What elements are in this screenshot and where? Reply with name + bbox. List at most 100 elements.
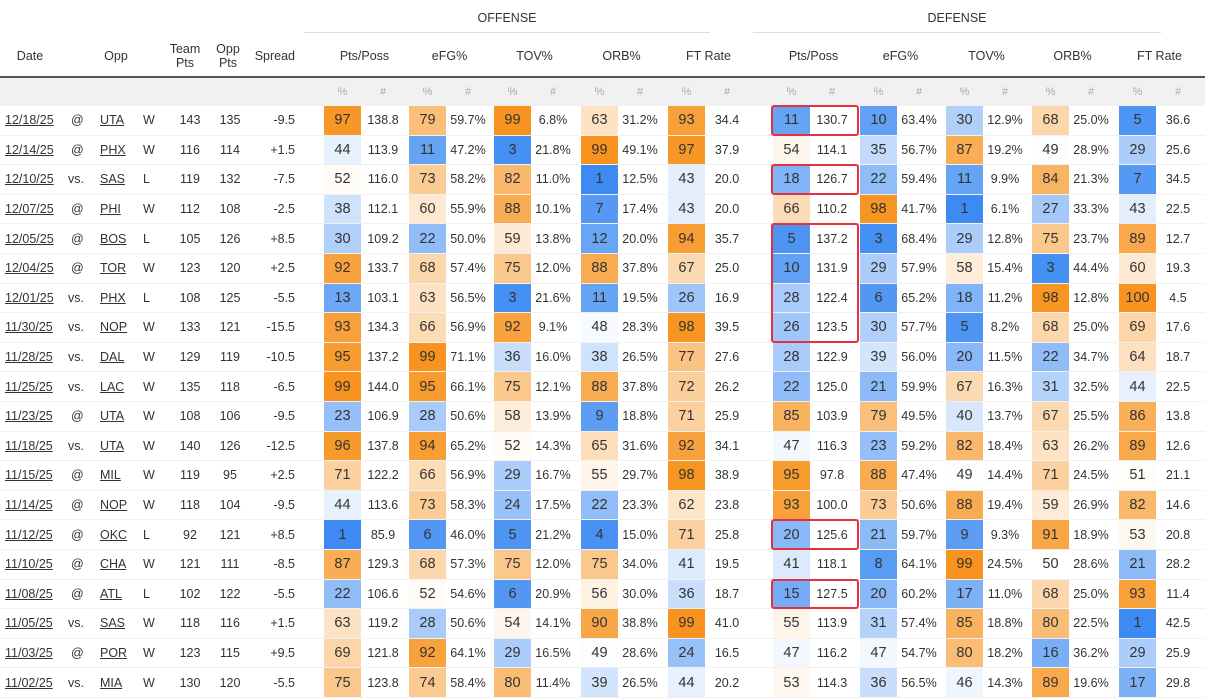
defense-orb-value: 19.6% (1073, 675, 1109, 690)
opponent-link[interactable]: CHA (100, 557, 127, 572)
game-date-link[interactable]: 11/15/25 (5, 468, 53, 483)
column-header-opp-pts[interactable]: Opp Pts (216, 42, 240, 70)
team-points: 123 (179, 646, 201, 661)
column-header-offense-ft-rate[interactable]: FT Rate (686, 49, 731, 63)
offense-tov-percentile: 99 (494, 106, 531, 135)
game-date-link[interactable]: 11/25/25 (5, 379, 53, 394)
table-row: 11/30/25 vs. NOP W 133 121 -15.5 93 134.3 66 56.9%… (0, 313, 1205, 343)
defense-tov-value: 12.9% (987, 113, 1023, 128)
game-date-link[interactable]: 11/08/25 (5, 586, 53, 601)
game-date-link[interactable]: 11/02/25 (5, 675, 53, 690)
offense-ft-rate-value: 25.9 (714, 409, 740, 424)
column-header-date[interactable]: Date (16, 49, 44, 63)
offense-pts-poss-percentile: 95 (324, 342, 361, 372)
game-date-link[interactable]: 12/18/25 (5, 113, 54, 128)
defense-ft-rate-percentile-label: % (1132, 86, 1143, 98)
game-date-link[interactable]: 12/14/25 (5, 142, 54, 157)
offense-tov-value: 21.6% (535, 290, 571, 305)
offense-orb-value: 37.8% (622, 261, 658, 276)
team-points: 118 (180, 616, 200, 631)
opponent-link[interactable]: TOR (100, 261, 127, 276)
game-date-link[interactable]: 11/28/25 (5, 350, 53, 365)
venue: @ (71, 468, 84, 483)
offense-pts-poss-value-label: # (379, 86, 387, 98)
header-rule (0, 76, 1205, 78)
spread: -8.5 (273, 557, 295, 572)
offense-orb-value: 26.5% (622, 350, 658, 365)
defense-efg-value: 59.2% (901, 438, 937, 453)
game-date-link[interactable]: 11/10/25 (5, 557, 53, 572)
opponent-link[interactable]: PHX (100, 142, 126, 157)
opponent-link[interactable]: LAC (100, 379, 125, 394)
column-header-offense-orb[interactable]: ORB% (602, 49, 641, 63)
game-date-link[interactable]: 12/05/25 (5, 231, 54, 246)
defense-orb-value: 25.0% (1073, 113, 1109, 128)
opponent-link[interactable]: SAS (100, 616, 126, 631)
offense-tov-value: 6.8% (538, 113, 568, 128)
table-row: 12/14/25 @ PHX W 116 114 +1.5 44 113.9 11 47.2% 3 21… (0, 135, 1205, 166)
opponent-link[interactable]: BOS (100, 231, 127, 246)
game-date-link[interactable]: 11/05/25 (5, 616, 53, 631)
opponent-link[interactable]: NOP (100, 498, 128, 513)
column-header-opp[interactable]: Opp (104, 49, 128, 63)
column-header-defense-orb[interactable]: ORB% (1053, 49, 1092, 63)
game-date-link[interactable]: 12/01/25 (5, 290, 54, 305)
opponent-link[interactable]: ATL (100, 586, 122, 601)
column-header-offense-tov[interactable]: TOV% (516, 49, 553, 63)
venue: vs. (68, 172, 84, 187)
defense-orb-percentile: 50 (1032, 550, 1069, 579)
column-header-offense-pts-poss[interactable]: Pts/Poss (339, 49, 390, 63)
defense-orb-percentile: 80 (1032, 609, 1069, 638)
defense-efg-percentile: 3 (860, 224, 897, 253)
column-header-defense-tov[interactable]: TOV% (968, 49, 1005, 63)
offense-tov-value-label: # (549, 86, 557, 98)
opponent-link[interactable]: PHX (100, 290, 126, 305)
defense-tov-value: 19.2% (987, 142, 1023, 157)
column-header-team-pts[interactable]: Team Pts (169, 42, 201, 70)
defense-tov-value: 6.1% (990, 202, 1020, 217)
offense-tov-percentile: 6 (494, 579, 531, 609)
game-date-link[interactable]: 11/03/25 (5, 646, 53, 661)
offense-efg-value: 50.0% (450, 231, 486, 246)
opponent-points: 132 (219, 172, 241, 187)
opponent-link[interactable]: UTA (100, 438, 125, 453)
opponent-link[interactable]: PHI (100, 202, 121, 217)
defense-pts-poss-value-label: # (828, 86, 836, 98)
column-header-offense-efg[interactable]: eFG% (431, 49, 468, 63)
opponent-link[interactable]: OKC (100, 527, 128, 542)
opponent-link[interactable]: DAL (100, 350, 125, 365)
game-date-link[interactable]: 11/23/25 (5, 409, 53, 424)
game-date-link[interactable]: 12/10/25 (5, 172, 54, 187)
game-date-link[interactable]: 11/18/25 (5, 438, 53, 453)
defense-tov-percentile: 11 (946, 165, 983, 194)
offense-orb-value: 29.7% (622, 468, 658, 483)
defense-ft-rate-percentile: 60 (1119, 254, 1156, 283)
game-date-link[interactable]: 11/12/25 (5, 527, 53, 542)
game-date-link[interactable]: 12/04/25 (5, 261, 54, 276)
offense-pts-poss-value: 113.6 (367, 498, 399, 513)
defense-tov-value: 14.4% (987, 468, 1023, 483)
offense-orb-percentile: 99 (581, 135, 618, 165)
defense-ft-rate-percentile: 1 (1119, 609, 1156, 638)
game-date-link[interactable]: 11/30/25 (5, 320, 53, 335)
defense-pts-poss-value: 122.9 (816, 350, 848, 365)
column-header-defense-pts-poss[interactable]: Pts/Poss (788, 49, 839, 63)
game-date-link[interactable]: 12/07/25 (5, 202, 54, 217)
defense-pts-poss-percentile: 55 (773, 609, 810, 638)
opponent-link[interactable]: MIL (100, 468, 121, 483)
opponent-link[interactable]: SAS (100, 172, 126, 187)
opponent-link[interactable]: NOP (100, 320, 128, 335)
opponent-link[interactable]: MIA (100, 675, 123, 690)
offense-ft-rate-percentile: 98 (668, 461, 705, 490)
offense-tov-value: 20.9% (535, 586, 571, 601)
opponent-link[interactable]: POR (100, 646, 128, 661)
opponent-link[interactable]: UTA (100, 113, 125, 128)
offense-orb-value: 38.8% (622, 616, 658, 631)
defense-ft-rate-value: 42.5 (1165, 616, 1191, 631)
opponent-link[interactable]: UTA (100, 409, 125, 424)
column-header-defense-efg[interactable]: eFG% (882, 49, 919, 63)
column-header-defense-ft-rate[interactable]: FT Rate (1137, 49, 1182, 63)
game-date-link[interactable]: 11/14/25 (5, 498, 53, 513)
defense-orb-value-label: # (1087, 86, 1095, 98)
column-header-spread[interactable]: Spread (254, 49, 295, 63)
